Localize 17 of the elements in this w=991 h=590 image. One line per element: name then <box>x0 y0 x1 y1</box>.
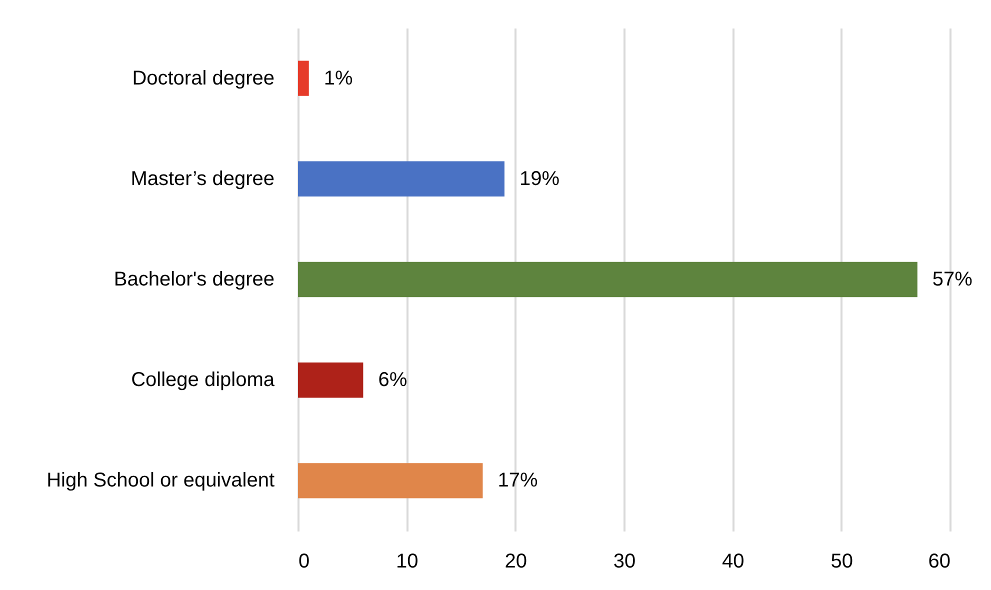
data-label: 19% <box>519 168 560 190</box>
y-tick-label: Master’s degree <box>130 168 274 190</box>
x-tick-label: 60 <box>928 550 950 572</box>
y-tick-label: Bachelor's degree <box>114 268 274 290</box>
x-tick-label: 20 <box>504 550 527 572</box>
x-tick-label: 10 <box>396 550 418 572</box>
x-tick-label: 40 <box>722 550 744 572</box>
data-label: 1% <box>324 67 353 90</box>
x-tick-label: 50 <box>830 550 853 572</box>
x-tick-label: 0 <box>298 550 310 572</box>
y-tick-label: High School or equivalent <box>46 470 275 492</box>
y-tick-label: College diploma <box>131 369 276 392</box>
data-label: 6% <box>378 369 408 392</box>
x-tick-label: 30 <box>613 550 636 572</box>
data-label: 57% <box>932 268 973 290</box>
y-tick-label: Doctoral degree <box>132 67 274 90</box>
data-label: 17% <box>498 470 538 492</box>
